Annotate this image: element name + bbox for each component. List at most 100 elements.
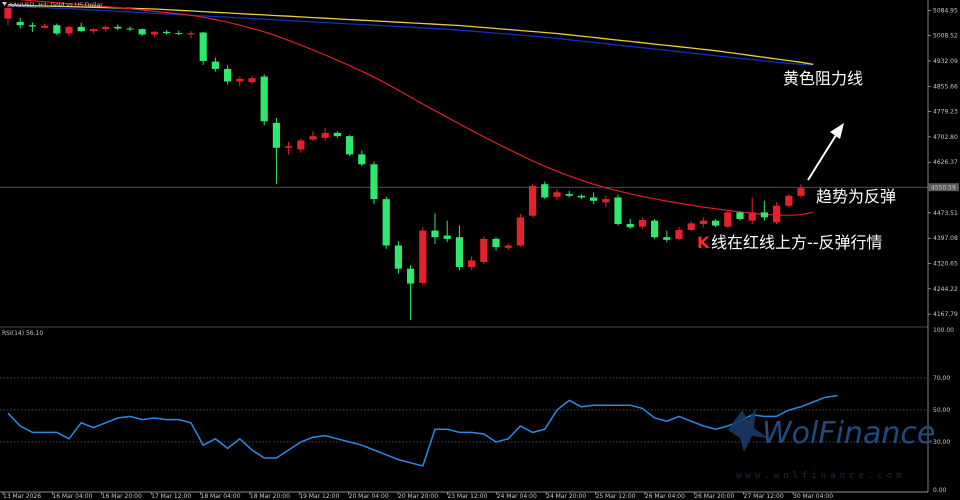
wolfinance-watermark: WolFinance www.wolfinance.com bbox=[728, 408, 935, 481]
candle-bear bbox=[211, 61, 219, 69]
candle-bear bbox=[77, 26, 85, 32]
price-tick-label: 4244.22 bbox=[933, 286, 958, 293]
candle-bear bbox=[199, 32, 207, 61]
candle-bull bbox=[504, 245, 512, 248]
candle-bear bbox=[333, 132, 341, 137]
time-tick-label: 30 Mar 04:00 bbox=[793, 493, 833, 500]
candle-bear bbox=[614, 197, 622, 224]
candle-bear bbox=[455, 237, 463, 268]
candle-bear bbox=[394, 245, 402, 269]
time-axis-ticks: 13 Mar 2026 16 Mar 04:00 16 Mar 20:00 17 Ma… bbox=[2, 492, 833, 500]
candle-bull bbox=[602, 199, 610, 203]
price-tick-label: 4626.37 bbox=[933, 159, 958, 166]
price-tick-label: 5084.95 bbox=[933, 7, 958, 14]
rsi-tick-label: 70.00 bbox=[933, 375, 950, 382]
price-tick-label: 4320.65 bbox=[933, 260, 958, 267]
resistance-annotation: 黄色阻力线 bbox=[783, 69, 863, 88]
time-tick-label: 23 Mar 12:00 bbox=[447, 493, 487, 500]
candle-bull bbox=[529, 185, 537, 216]
candle-bull bbox=[150, 31, 158, 35]
price-tick-label: 4702.80 bbox=[933, 134, 958, 141]
k-line-prefix: K bbox=[697, 233, 710, 252]
trend-annotation: 趋势为反弹 bbox=[816, 187, 896, 206]
candle-bear bbox=[626, 223, 634, 228]
candle-bear bbox=[53, 25, 61, 34]
candlesticks bbox=[4, 5, 805, 321]
candle-bull bbox=[797, 188, 805, 196]
candle-bear bbox=[28, 25, 36, 27]
time-tick-label: 16 Mar 04:00 bbox=[52, 493, 92, 500]
candle-bear bbox=[431, 230, 439, 238]
candle-bear bbox=[272, 122, 280, 148]
candle-bull bbox=[102, 26, 110, 30]
candle-bear bbox=[16, 21, 24, 26]
candle-bull bbox=[41, 25, 49, 28]
time-tick-label: 16 Mar 20:00 bbox=[102, 493, 142, 500]
candle-bear bbox=[224, 68, 232, 82]
candle-bear bbox=[175, 33, 183, 35]
candle-bull bbox=[699, 220, 707, 224]
rsi-tick-label: 50.00 bbox=[933, 407, 950, 414]
time-tick-label: 26 Mar 20:00 bbox=[694, 493, 734, 500]
candle-bear bbox=[163, 31, 171, 34]
candle-bear bbox=[346, 136, 354, 155]
candle-bear bbox=[138, 29, 146, 35]
candle-bear bbox=[260, 76, 268, 122]
candle-bull bbox=[724, 212, 732, 227]
candle-bull bbox=[236, 78, 244, 82]
candle-bull bbox=[285, 146, 293, 148]
rsi-tick-label: 30.00 bbox=[933, 439, 950, 446]
candle-bear bbox=[712, 220, 720, 226]
time-tick-label: 26 Mar 04:00 bbox=[645, 493, 685, 500]
time-tick-label: 18 Mar 04:00 bbox=[201, 493, 241, 500]
candle-bear bbox=[382, 199, 390, 246]
candle-bear bbox=[651, 220, 659, 238]
price-tick-label: 4855.66 bbox=[933, 83, 958, 90]
current-price-label: 4550.59 bbox=[931, 185, 956, 192]
candle-bear bbox=[126, 28, 134, 30]
current-price-box bbox=[928, 183, 959, 192]
candle-bull bbox=[553, 192, 561, 197]
time-tick-label: 24 Mar 20:00 bbox=[546, 493, 586, 500]
moving-average-lines bbox=[7, 0, 814, 216]
price-axis-ticks: 5084.95 5008.52 4932.09 4855.66 4779.23 4702.… bbox=[928, 7, 958, 318]
price-tick-label: 4779.23 bbox=[933, 109, 958, 116]
time-tick-label: 27 Mar 12:00 bbox=[744, 493, 784, 500]
ma-yellow-line bbox=[7, 4, 814, 65]
candle-bull bbox=[480, 238, 488, 263]
candle-bull bbox=[785, 195, 793, 206]
candle-bear bbox=[590, 197, 598, 201]
candle-bull bbox=[248, 78, 256, 83]
candle-bull bbox=[187, 33, 195, 35]
candle-bear bbox=[577, 195, 585, 198]
candle-bear bbox=[565, 194, 573, 196]
candle-bear bbox=[736, 212, 744, 219]
wolf-logo-icon bbox=[728, 408, 768, 452]
candle-bear bbox=[541, 184, 549, 198]
time-tick-label: 25 Mar 12:00 bbox=[596, 493, 636, 500]
candle-bull bbox=[748, 212, 756, 221]
time-tick-label: 20 Mar 04:00 bbox=[349, 493, 389, 500]
trend-arrow-icon bbox=[807, 123, 844, 181]
candle-bull bbox=[65, 26, 73, 34]
k-line-annotation: 线在红线上方--反弹行情 bbox=[711, 233, 883, 252]
candle-bull bbox=[638, 219, 646, 227]
price-tick-label: 4473.51 bbox=[933, 210, 958, 217]
candle-bull bbox=[516, 217, 524, 246]
time-tick-label: 24 Mar 04:00 bbox=[497, 493, 537, 500]
time-tick-label: 17 Mar 12:00 bbox=[151, 493, 191, 500]
candle-bear bbox=[114, 26, 122, 29]
watermark-url: www.wolfinance.com bbox=[736, 471, 906, 481]
symbol-toggle-icon[interactable] bbox=[2, 2, 7, 6]
candle-bull bbox=[309, 136, 317, 140]
candle-bear bbox=[492, 238, 500, 248]
candle-bull bbox=[321, 132, 329, 138]
candle-bear bbox=[760, 212, 768, 218]
candle-bull bbox=[468, 260, 476, 268]
candle-bull bbox=[89, 29, 97, 32]
price-tick-label: 4167.79 bbox=[933, 311, 958, 318]
candle-bear bbox=[443, 235, 451, 239]
time-tick-label: 13 Mar 2026 bbox=[3, 493, 41, 500]
time-tick-label: 19 Mar 12:00 bbox=[299, 493, 339, 500]
candle-bull bbox=[297, 140, 305, 150]
